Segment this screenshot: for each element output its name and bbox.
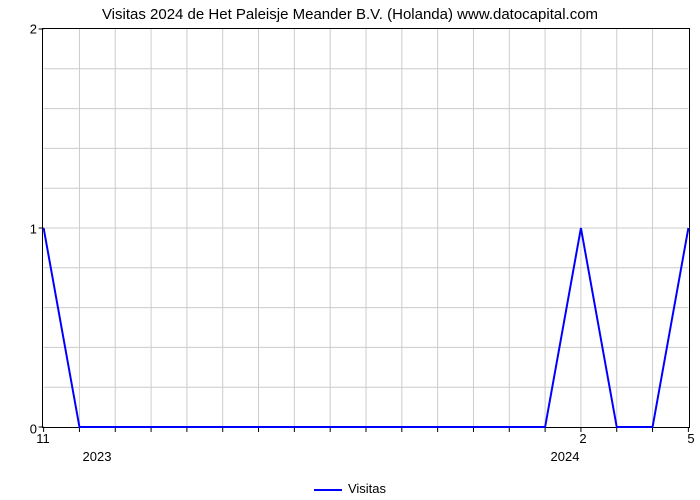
legend-swatch — [314, 489, 342, 491]
x-category-label: 2024 — [551, 449, 580, 464]
series-svg — [43, 29, 689, 427]
legend-label: Visitas — [348, 481, 386, 496]
legend: Visitas — [0, 481, 700, 496]
x-tick-label: 11 — [36, 431, 50, 446]
y-tick-label: 1 — [30, 222, 37, 237]
y-tick-label: 2 — [30, 22, 37, 37]
chart-title: Visitas 2024 de Het Paleisje Meander B.V… — [0, 6, 700, 23]
x-tick-label: 5 — [687, 431, 694, 446]
plot-area: 012112520232024 — [42, 28, 690, 428]
x-tick-label: 2 — [579, 431, 586, 446]
x-category-label: 2023 — [83, 449, 112, 464]
